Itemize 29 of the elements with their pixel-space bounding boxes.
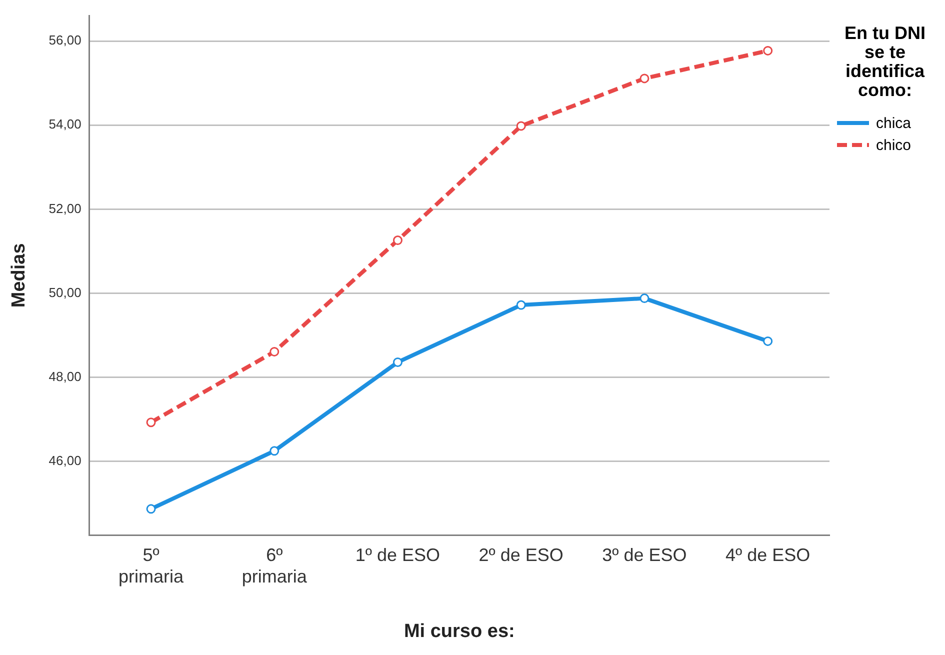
point — [146, 418, 156, 428]
legend-title: En tu DNI se te identifica como: — [844, 23, 926, 100]
point — [146, 504, 156, 514]
x-tick-label: 5º primaria — [118, 544, 185, 586]
x-tick-label: 6º primaria — [242, 544, 308, 586]
point — [640, 74, 650, 84]
point — [270, 446, 280, 456]
point — [392, 357, 402, 367]
point — [763, 46, 773, 56]
x-tick-label: 1º de ESO — [355, 544, 440, 565]
point — [516, 300, 526, 310]
y-axis-title: Medias — [8, 243, 30, 308]
y-tick-label: 52,00 — [48, 200, 82, 216]
y-tick-label: 54,00 — [48, 116, 82, 132]
legend-label: chico — [876, 136, 912, 154]
x-tick-label: 3º de ESO — [602, 544, 687, 565]
y-tick-label: 50,00 — [48, 284, 82, 300]
point — [392, 236, 402, 246]
point — [763, 336, 773, 346]
x-tick-label: 4º de ESO — [726, 544, 810, 565]
point — [516, 121, 526, 131]
y-tick-label: 46,00 — [48, 453, 82, 468]
y-tick-label: 56,00 — [48, 32, 82, 48]
point — [270, 346, 280, 356]
x-axis-title: Mi curso es: — [404, 620, 515, 642]
legend-label: chica — [876, 114, 912, 132]
point — [640, 294, 650, 304]
x-tick-label: 2º de ESO — [478, 544, 564, 565]
y-tick-label: 48,00 — [48, 368, 82, 384]
